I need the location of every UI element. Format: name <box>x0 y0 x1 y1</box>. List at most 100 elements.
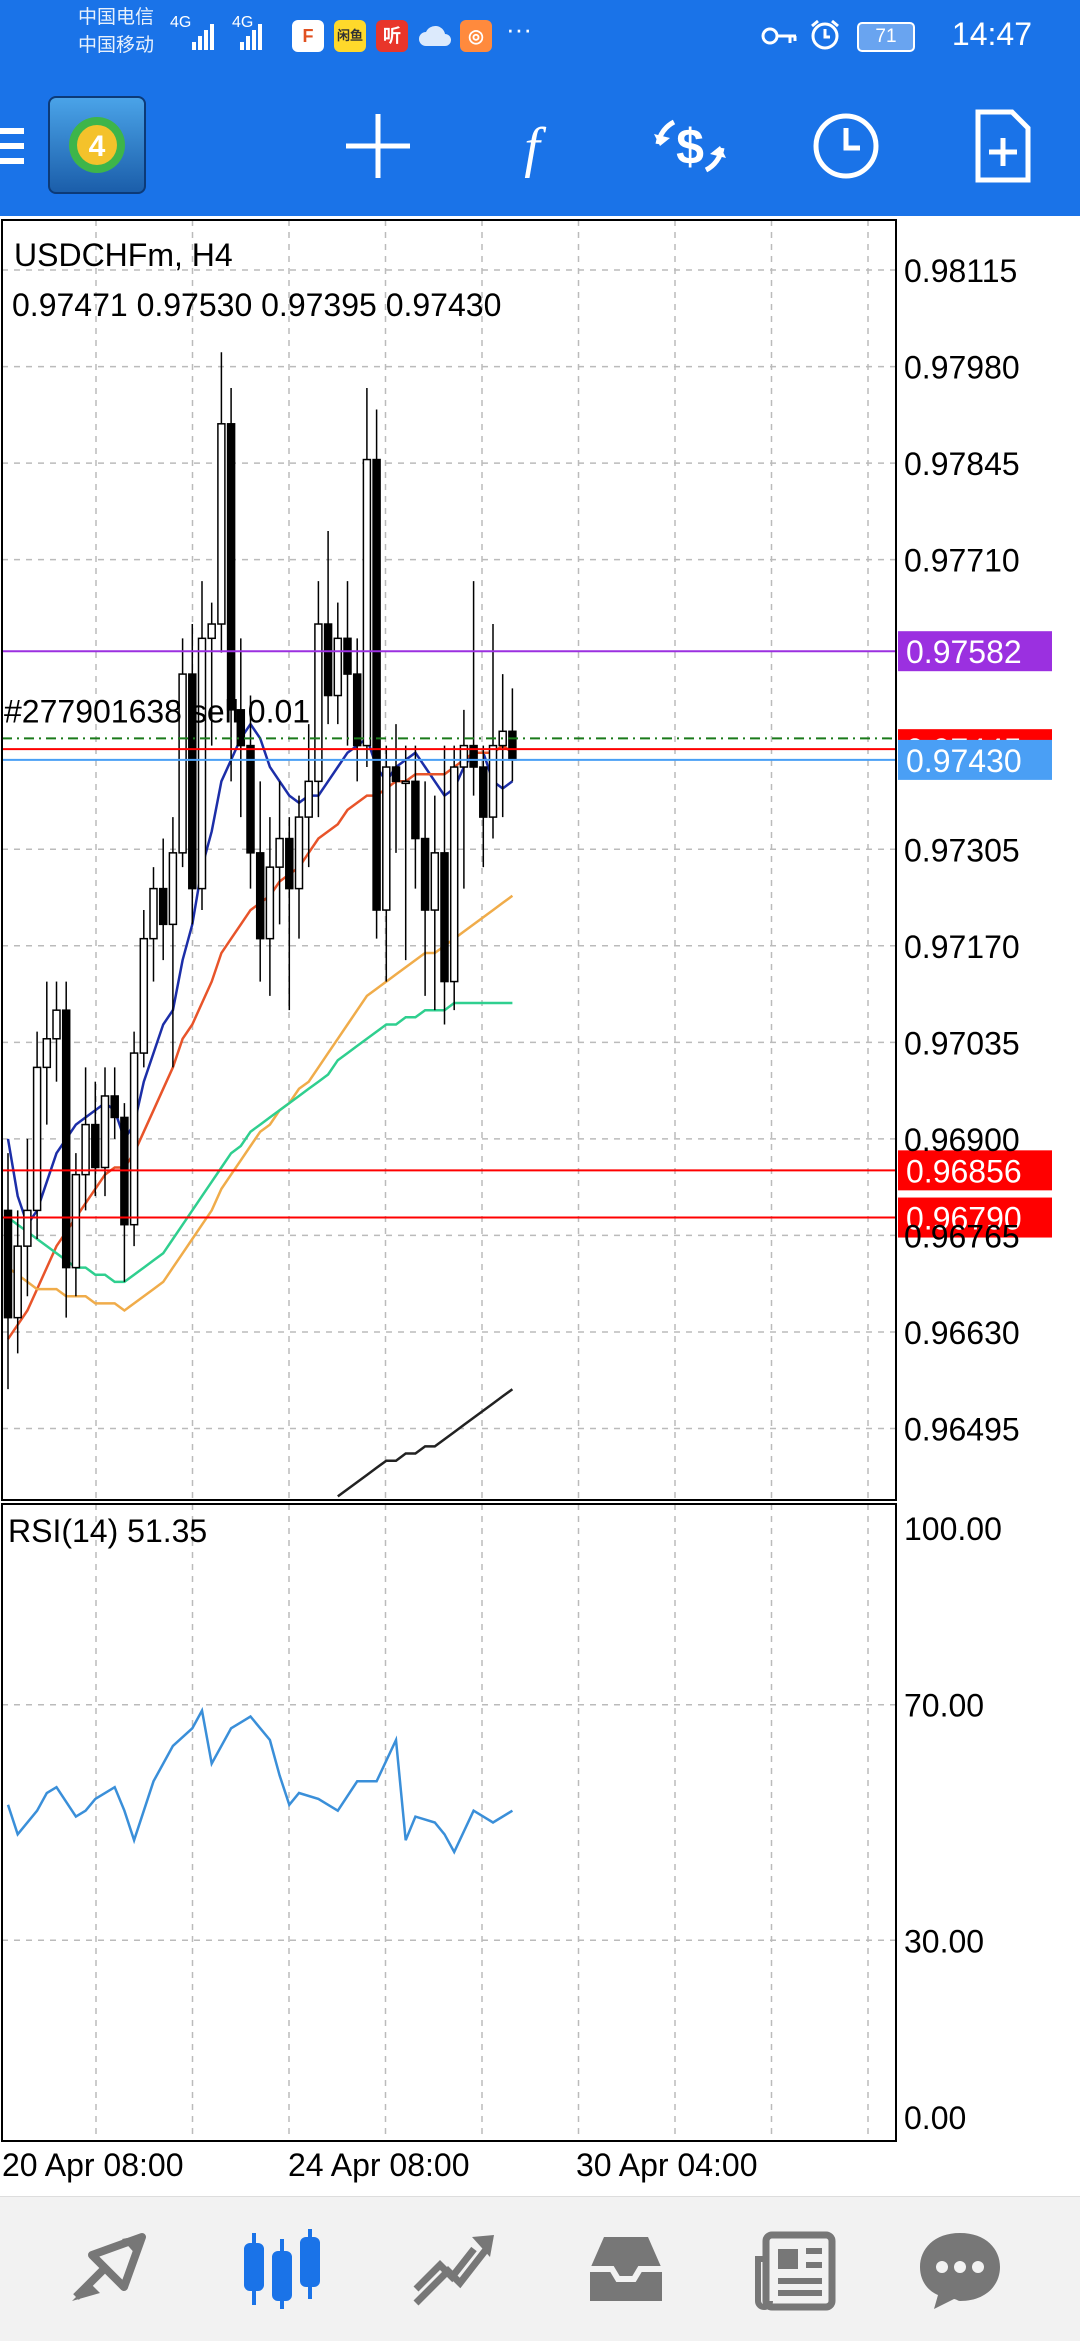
price-tag <box>898 1150 1052 1191</box>
svg-text:$: $ <box>676 119 704 175</box>
indicators-icon[interactable]: f <box>490 104 574 188</box>
candle-body <box>508 730 517 761</box>
price-axis-label: 0.96495 <box>904 1411 1020 1447</box>
candle-body <box>71 1173 81 1269</box>
price-axis-label: 0.97035 <box>904 1025 1020 1061</box>
svg-text:f: f <box>524 117 547 179</box>
price-axis-label: 0.98115 <box>904 253 1017 289</box>
moving-average-line <box>337 1388 514 1498</box>
candle-body <box>207 623 216 640</box>
candle-body <box>23 1209 32 1247</box>
candle-body <box>42 1038 52 1069</box>
rsi-axis-label: 70.00 <box>904 1688 984 1724</box>
bottom-nav <box>0 2196 1080 2341</box>
candle-body <box>352 673 362 747</box>
mt4-logo-icon[interactable]: 4 <box>48 96 146 194</box>
price-axis-label: 0.96900 <box>904 1122 1020 1158</box>
candle-body <box>479 766 488 818</box>
rsi-chart-frame <box>1 1503 897 2142</box>
chart-area[interactable]: 0.975820.974450.974300.968560.96790#2779… <box>0 216 1080 2201</box>
candle-body <box>285 837 294 890</box>
chart-title: USDCHFm, H4 <box>14 237 233 273</box>
candle-body <box>91 1123 100 1169</box>
candle-body <box>139 937 149 1054</box>
candle-body <box>411 780 420 840</box>
chart-axes: 0.98115 0.97980 0.97845 0.97710 0.97305 0.971… <box>1 219 1020 2183</box>
rsi-axis-label: 0.00 <box>904 2100 966 2136</box>
chart-icon[interactable] <box>234 2225 330 2313</box>
status-bar: 中国电信 中国移动 4G 4G F 闲鱼 听 ◎ ··· 71 14:47 <box>0 0 1080 72</box>
inbox-icon[interactable] <box>578 2225 674 2313</box>
candle-body <box>401 780 410 785</box>
candle-body <box>294 816 304 890</box>
key-icon <box>761 27 797 45</box>
candle-body <box>13 1245 22 1319</box>
mt4-logo-text: 4 <box>89 130 106 163</box>
chart-canvas[interactable]: 0.975820.974450.974300.968560.96790#2779… <box>0 216 1080 2201</box>
mt4-logo-graphic: 4 <box>69 117 125 173</box>
candle-body <box>430 852 440 911</box>
price-axis-label: 0.97980 <box>904 350 1020 386</box>
candle-body <box>488 744 498 818</box>
cloud-icon <box>419 25 451 46</box>
candle-body <box>149 887 158 940</box>
candle-body <box>469 744 478 768</box>
app-notification-icon: F <box>292 20 324 52</box>
candle-body <box>391 766 401 783</box>
candle-body <box>372 458 381 911</box>
trade-history-icon[interactable] <box>404 2225 500 2313</box>
price-tag <box>898 739 1052 780</box>
messages-icon[interactable] <box>912 2225 1008 2313</box>
price-tag-label: 0.97430 <box>906 743 1022 779</box>
quotes-icon[interactable] <box>62 2225 158 2313</box>
menu-icon[interactable] <box>0 104 34 188</box>
rsi-axis-label: 100.00 <box>904 1511 1002 1547</box>
candle-body <box>168 852 178 926</box>
more-notifications-icon: ··· <box>506 14 532 44</box>
rsi-title: RSI(14) 51.35 <box>8 1513 207 1549</box>
candle-body <box>178 673 187 854</box>
listen-notification-icon: 听 <box>376 20 408 52</box>
moving-average-line <box>7 1001 513 1284</box>
candle-body <box>158 887 168 926</box>
trade-order-label: #277901638 sell 0.01 <box>4 693 310 729</box>
time-axis-label: 30 Apr 04:00 <box>576 2147 757 2183</box>
candle-body <box>226 423 236 711</box>
timeframe-icon[interactable] <box>804 104 888 188</box>
candle-body <box>81 1123 90 1176</box>
price-axis-label: 0.97845 <box>904 446 1020 482</box>
candle-body <box>323 623 333 697</box>
carrier-1: 中国电信 <box>78 7 155 28</box>
candle-body <box>110 1095 119 1119</box>
new-order-icon[interactable] <box>960 104 1044 188</box>
news-icon[interactable] <box>750 2225 846 2313</box>
price-tag-label: 0.96856 <box>906 1153 1022 1189</box>
candle-body <box>265 866 275 940</box>
price-tag-label: 0.96790 <box>906 1201 1022 1237</box>
toolbar: 4 f $ <box>0 72 1080 216</box>
carrier-2: 中国移动 <box>78 35 155 56</box>
main-chart-frame <box>1 219 897 1501</box>
candle-body <box>61 1009 71 1269</box>
price-axis-label: 0.96630 <box>904 1315 1020 1351</box>
rsi-line <box>6 1706 514 1855</box>
weibo-notification-icon: ◎ <box>460 20 492 52</box>
alarm-icon <box>811 19 839 50</box>
time-axis-label: 20 Apr 08:00 <box>2 2147 183 2183</box>
candle-body <box>236 709 246 747</box>
rsi-indicator <box>6 1706 514 1855</box>
price-lines: 0.975820.974450.974300.968560.96790#2779… <box>2 631 1052 1238</box>
candle-body <box>304 780 313 818</box>
candle-body <box>32 1066 42 1212</box>
trade-icon[interactable]: $ <box>648 104 732 188</box>
candle-body <box>362 458 372 747</box>
price-tag <box>898 631 1052 672</box>
time-axis-label: 24 Apr 08:00 <box>288 2147 469 2183</box>
clock: 14:47 <box>951 16 1032 52</box>
price-axis-label: 0.97170 <box>904 929 1020 965</box>
battery-indicator: 71 <box>857 22 915 52</box>
price-axis-label: 0.97710 <box>904 543 1020 579</box>
price-axis-label: 0.96765 <box>904 1218 1020 1254</box>
crosshair-icon[interactable] <box>336 104 420 188</box>
candle-body <box>440 852 449 983</box>
